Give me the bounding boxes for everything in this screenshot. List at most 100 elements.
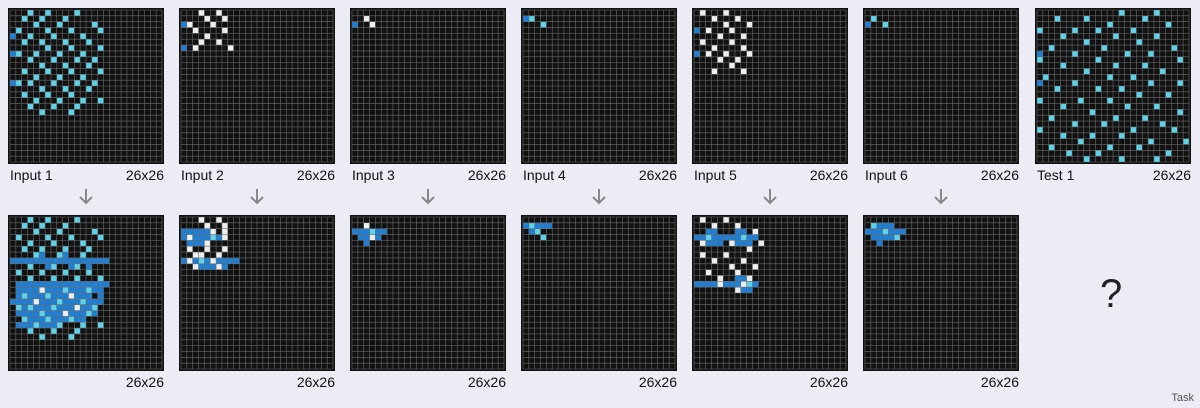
white-cell xyxy=(740,33,747,40)
white-cell xyxy=(711,257,718,264)
blue-cell xyxy=(876,222,883,229)
cyan-cell xyxy=(97,97,104,104)
input-2-grid xyxy=(179,8,335,164)
cyan-cell xyxy=(534,228,541,235)
input-5-grid xyxy=(692,8,848,164)
blue-cell xyxy=(21,322,28,329)
cyan-cell xyxy=(45,10,51,16)
cyan-cell xyxy=(746,281,753,288)
blue-cell xyxy=(68,257,75,264)
blue-cell xyxy=(694,50,700,57)
cyan-cell xyxy=(1095,150,1102,157)
white-cell xyxy=(204,222,211,229)
cyan-cell xyxy=(68,234,75,241)
blue-cell xyxy=(68,281,75,288)
blue-cell xyxy=(357,234,364,241)
blue-cell xyxy=(363,240,370,247)
cyan-cell xyxy=(45,234,51,241)
blue-cell xyxy=(888,228,895,235)
white-cell xyxy=(369,21,376,28)
white-cell xyxy=(699,39,706,46)
blue-cell xyxy=(198,234,205,241)
blue-cell xyxy=(39,281,46,288)
cyan-cell xyxy=(21,68,28,75)
cyan-cell xyxy=(97,322,104,329)
cyan-cell xyxy=(1095,56,1102,63)
cyan-cell xyxy=(80,322,86,329)
white-cell xyxy=(221,234,228,241)
cyan-cell xyxy=(1089,132,1096,139)
cyan-cell xyxy=(56,74,63,81)
cyan-cell xyxy=(86,246,92,253)
cyan-cell xyxy=(1101,45,1108,51)
blue-cell xyxy=(39,316,46,323)
blue-cell xyxy=(699,281,706,288)
cyan-cell xyxy=(80,298,86,305)
cyan-cell xyxy=(27,217,34,223)
output-3-grid xyxy=(350,215,506,371)
cyan-cell xyxy=(33,228,40,235)
white-cell xyxy=(729,240,735,247)
white-cell xyxy=(729,263,735,270)
input-1-grid xyxy=(8,8,164,164)
blue-cell xyxy=(540,222,547,229)
cyan-cell xyxy=(27,80,34,86)
blue-cell xyxy=(80,316,86,323)
blue-cell xyxy=(97,287,104,293)
blue-cell xyxy=(381,228,388,235)
cyan-cell xyxy=(50,263,57,270)
blue-cell xyxy=(56,293,63,299)
blue-cell xyxy=(15,281,22,288)
cyan-cell xyxy=(540,21,547,28)
cyan-cell xyxy=(50,80,57,86)
blue-cell xyxy=(80,293,86,299)
grid-cells xyxy=(1035,8,1191,164)
blue-cell xyxy=(86,263,92,270)
cyan-cell xyxy=(56,97,63,104)
blue-cell xyxy=(723,281,730,288)
cyan-cell xyxy=(74,103,81,110)
blue-cell xyxy=(717,240,724,247)
blue-cell xyxy=(68,263,75,270)
blue-cell xyxy=(91,281,98,288)
white-cell xyxy=(699,217,706,223)
blue-cell xyxy=(192,240,199,247)
cyan-cell xyxy=(1118,132,1125,139)
cyan-cell xyxy=(15,269,22,276)
blue-cell xyxy=(357,228,364,235)
cyan-cell xyxy=(86,62,92,69)
cyan-cell xyxy=(68,68,75,75)
blue-cell xyxy=(711,228,718,235)
blue-cell xyxy=(103,281,110,288)
cyan-cell xyxy=(528,15,535,22)
cyan-cell xyxy=(62,39,69,46)
grid-cells xyxy=(350,215,506,371)
output-2-size: 26x26 xyxy=(296,374,335,390)
cyan-cell xyxy=(56,228,63,235)
white-cell xyxy=(216,217,222,223)
cyan-cell xyxy=(27,103,34,110)
white-cell xyxy=(62,310,69,317)
cyan-cell xyxy=(97,275,104,282)
cyan-cell xyxy=(45,316,51,323)
blue-cell xyxy=(752,281,759,288)
white-cell xyxy=(723,252,730,258)
white-cell xyxy=(734,15,741,22)
blue-cell xyxy=(50,316,57,323)
cyan-cell xyxy=(1136,144,1143,151)
white-cell xyxy=(192,263,199,270)
cyan-cell xyxy=(1124,103,1131,110)
cyan-cell xyxy=(62,269,69,276)
blue-cell xyxy=(876,228,883,235)
output-5-size: 26x26 xyxy=(809,374,848,390)
arrow-down-icon xyxy=(250,189,264,205)
cyan-cell xyxy=(68,333,75,340)
white-cell xyxy=(210,228,217,235)
cyan-cell xyxy=(45,217,51,223)
cyan-cell xyxy=(56,322,63,329)
cyan-cell xyxy=(80,240,86,247)
cyan-cell xyxy=(74,56,81,63)
blue-cell xyxy=(363,234,370,241)
blue-cell xyxy=(233,257,240,264)
white-cell xyxy=(717,281,724,288)
